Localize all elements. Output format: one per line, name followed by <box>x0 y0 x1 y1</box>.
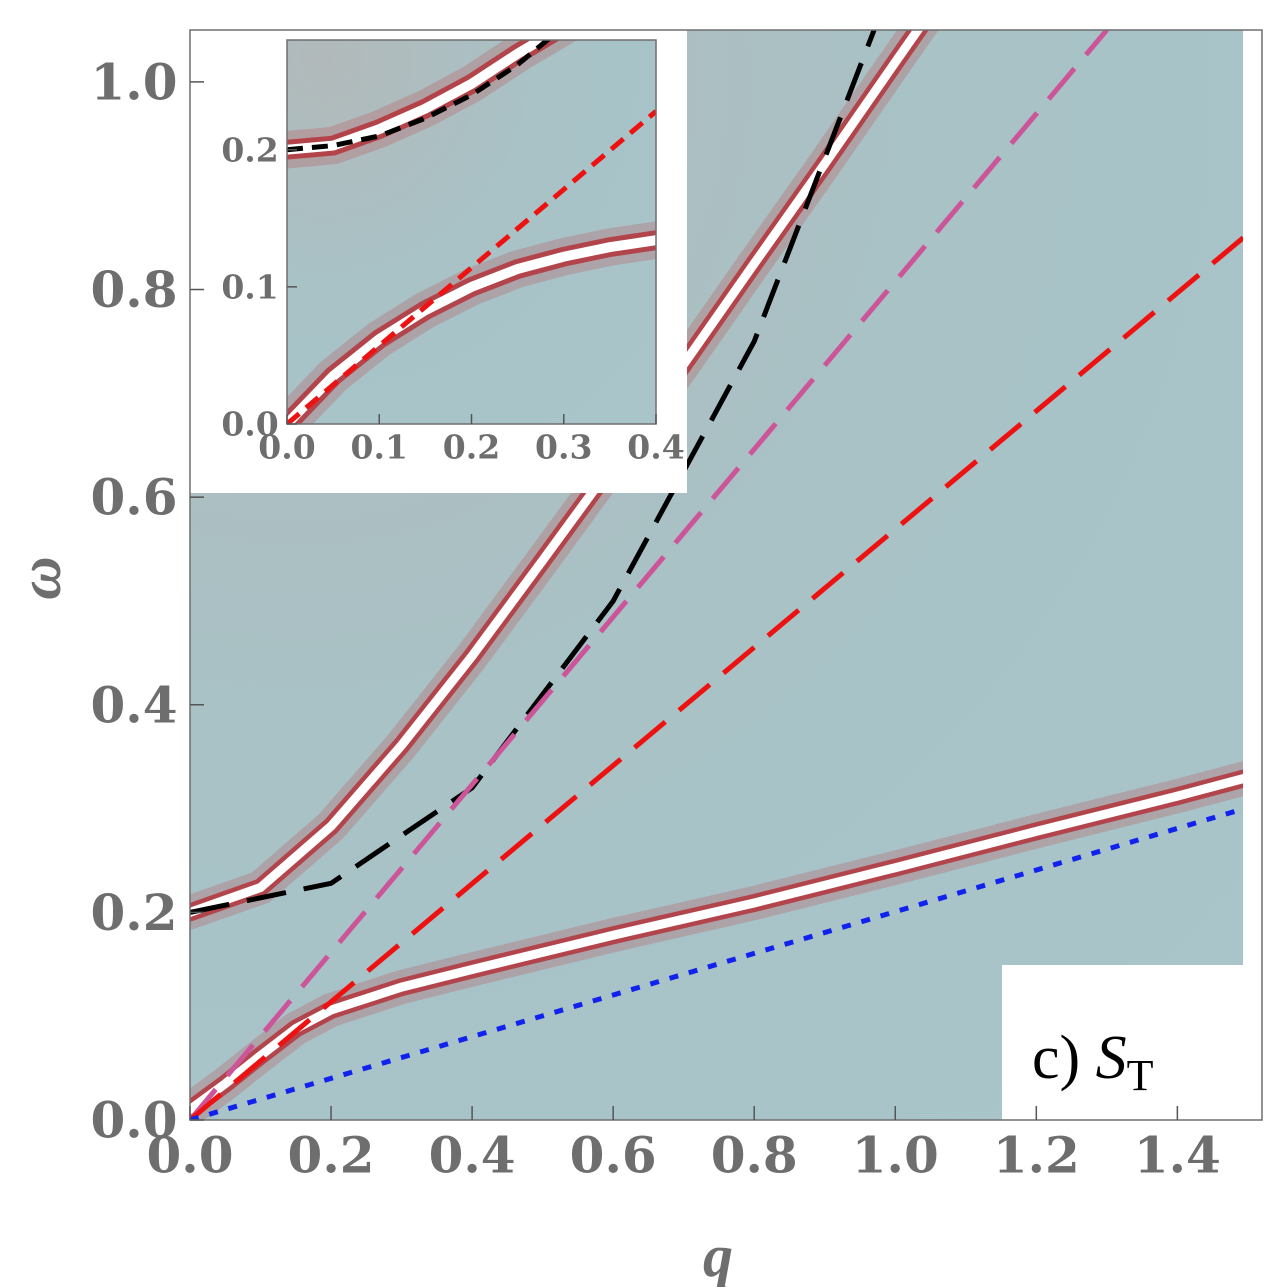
panel-label: c) ST <box>1032 1024 1154 1100</box>
inset-x-tick-label: 0.4 <box>627 428 684 467</box>
inset-lower-branch-peak <box>287 235 656 424</box>
inset-y-tick-label: 0.0 <box>221 405 278 444</box>
main-x-tick-label: 0.8 <box>711 1126 798 1185</box>
main-y-tick-label: 0.8 <box>91 260 178 319</box>
main-x-tick-label: 0.6 <box>570 1126 657 1185</box>
main-y-tick-label: 0.6 <box>91 468 178 527</box>
main-y-tick-label: 0.4 <box>91 675 178 734</box>
main-x-tick-label: 1.0 <box>852 1126 939 1185</box>
main-y-tick-label: 1.0 <box>91 52 178 111</box>
lower-branch-peak <box>190 772 1253 1115</box>
main-x-tick-label: 1.2 <box>993 1126 1080 1185</box>
inset-red-dashed-line <box>287 109 656 424</box>
panel-label-subscript: T <box>1127 1051 1154 1100</box>
inset-x-tick-label: 0.3 <box>535 428 592 467</box>
panel-label-prefix: c) <box>1032 1024 1096 1092</box>
main-x-tick-label: 0.2 <box>288 1126 375 1185</box>
main-x-tick-label: 1.4 <box>1134 1126 1221 1185</box>
inset-upper-branch-peak <box>287 40 551 155</box>
inset-y-tick-label: 0.2 <box>221 130 278 169</box>
red-dashed-line <box>190 220 1262 1120</box>
inset-y-tick-label: 0.1 <box>221 267 278 306</box>
main-y-tick-label: 0.2 <box>91 883 178 942</box>
x-axis-label: q <box>703 1223 733 1287</box>
panel-label-box <box>1002 965 1262 1120</box>
inset-x-tick-label: 0.2 <box>443 428 500 467</box>
panel-label-symbol: S <box>1096 1024 1127 1092</box>
main-frame <box>189 29 1263 1121</box>
y-axis-label: ω <box>7 556 73 599</box>
black-dashed-line <box>190 30 877 915</box>
top-right-white-strip <box>1243 30 1262 965</box>
main-x-tick-label: 0.0 <box>147 1126 234 1185</box>
pink-dashed-line <box>190 30 1109 1120</box>
inset-x-tick-label: 0.1 <box>351 428 408 467</box>
main-y-tick-label: 0.0 <box>91 1091 178 1150</box>
inset-x-tick-label: 0.0 <box>258 428 315 467</box>
blue-dotted-line <box>190 801 1262 1120</box>
main-x-tick-label: 0.4 <box>429 1126 516 1185</box>
